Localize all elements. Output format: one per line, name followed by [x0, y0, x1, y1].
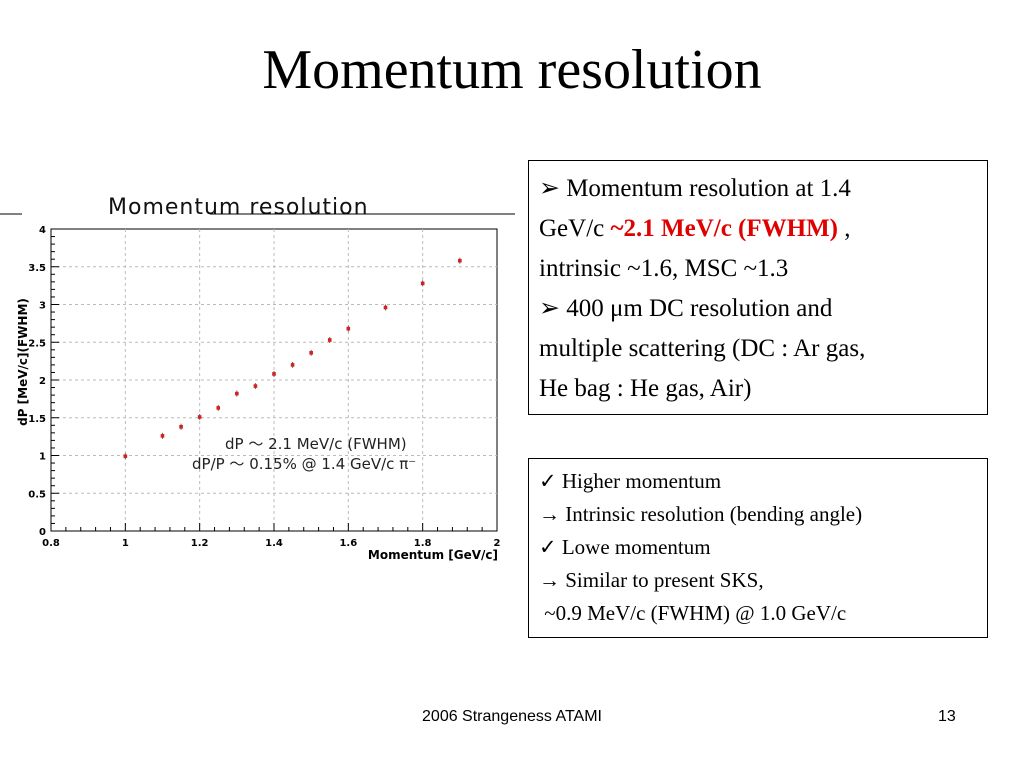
x-tick-label: 0.8	[42, 538, 60, 549]
annotation-dp-over-p: dP/P ～ 0.15% @ 1.4 GeV/c π⁻	[192, 455, 416, 473]
annotation-dp: dP ～ 2.1 MeV/c (FWHM)	[225, 435, 407, 453]
summary-box: ➢ Momentum resolution at 1.4 GeV/c ~2.1 …	[528, 160, 988, 415]
grid-lines	[51, 229, 497, 531]
y-tick-label: 2	[39, 376, 46, 387]
data-point	[235, 391, 239, 396]
data-point	[216, 406, 221, 410]
y-axis-label: dP [MeV/c](FWHM)	[16, 298, 30, 426]
data-point	[383, 305, 388, 310]
y-tick-label: 3.5	[28, 263, 46, 274]
data-point	[290, 363, 295, 367]
y-tick-label: 3	[39, 301, 46, 312]
page-number: 13	[938, 708, 956, 725]
data-point	[309, 351, 313, 355]
data-point	[253, 384, 258, 388]
slide-title: Momentum resolution	[262, 39, 762, 101]
data-point	[420, 281, 425, 286]
data-point	[160, 434, 165, 438]
x-tick-label: 2	[494, 538, 501, 549]
y-tick-label: 1.5	[28, 414, 46, 425]
resolution-highlight: ~2.1 MeV/c (FWHM)	[610, 215, 839, 242]
summary-line-3: intrinsic ~1.6, MSC ~1.3	[539, 255, 789, 282]
notes-line: ✓ Lowe momentum	[539, 535, 711, 559]
y-tick-label: 0.5	[28, 489, 46, 500]
arrow-bullet-icon: ➢	[539, 175, 560, 202]
axis-ticks: 0.8 1 1.2 1.4 1.6 1.8 2 0 0.5 1 1.5 2 2.5 3 3.5 4	[28, 225, 500, 549]
summary-line-1: ➢ Momentum resolution at 1.4	[539, 175, 851, 202]
notes-line: → Intrinsic resolution (bending angle)	[539, 502, 863, 526]
x-tick-label: 1.8	[414, 538, 432, 549]
data-point	[179, 425, 183, 429]
notes-line: ✓ Higher momentum	[539, 469, 722, 493]
summary-line-6: He bag : He gas, Air)	[539, 375, 752, 402]
x-tick-label: 1	[122, 538, 129, 549]
data-point	[346, 326, 351, 331]
data-point	[197, 415, 202, 419]
summary-line-5: multiple scattering (DC : Ar gas,	[539, 335, 866, 362]
data-point	[458, 258, 462, 263]
momentum-resolution-chart: 0.8 1 1.2 1.4 1.6 1.8 2 0 0.5 1 1.5 2 2.5 3 3.5 4 Momen…	[0, 213, 515, 562]
x-tick-label: 1.4	[265, 538, 283, 549]
y-tick-label: 4	[39, 225, 46, 236]
data-point	[272, 372, 276, 376]
y-tick-label: 1	[39, 452, 46, 463]
data-point	[327, 338, 332, 342]
x-axis-label: Momentum [GeV/c]	[368, 548, 498, 562]
y-tick-label: 0	[39, 527, 46, 538]
summary-line-4: ➢ 400 μm DC resolution and	[539, 295, 833, 322]
x-tick-label: 1.6	[339, 538, 357, 549]
data-point	[123, 454, 128, 459]
data-points	[123, 257, 462, 460]
summary-line-2: GeV/c ~2.1 MeV/c (FWHM) ,	[539, 215, 851, 242]
x-tick-label: 1.2	[191, 538, 209, 549]
arrow-bullet-icon: ➢	[539, 295, 560, 322]
plot-title: Momentum resolution	[108, 195, 369, 220]
y-tick-label: 2.5	[28, 338, 46, 349]
notes-line: ~0.9 MeV/c (FWHM) @ 1.0 GeV/c	[539, 601, 847, 625]
notes-line: → Similar to present SKS,	[539, 568, 764, 592]
footer-text: 2006 Strangeness ATAMI	[422, 708, 602, 725]
notes-box: ✓ Higher momentum → Intrinsic resolution…	[528, 458, 988, 638]
